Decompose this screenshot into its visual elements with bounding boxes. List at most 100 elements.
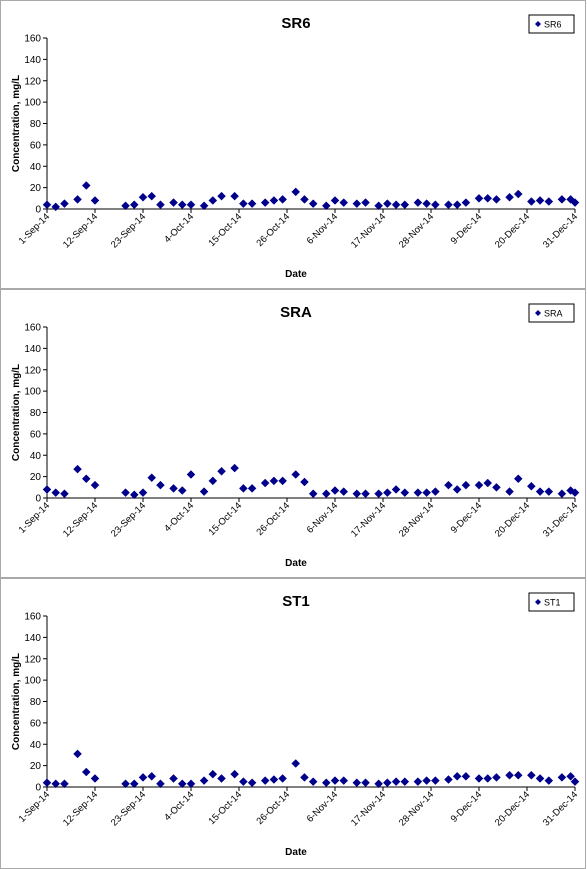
x-tick-label: 15-Oct-14 [206,789,244,827]
y-tick-label: 140 [24,344,41,355]
data-point [60,199,69,209]
data-point [169,484,178,493]
data-point [535,487,545,496]
chart-title: SR6 [281,15,310,32]
y-tick-label: 80 [30,408,42,419]
data-point [483,774,493,783]
data-point [308,199,318,209]
x-tick-label: 20-Dec-14 [493,789,532,828]
data-point [431,200,440,210]
data-point [199,776,209,785]
data-point [121,779,130,789]
y-tick-label: 140 [24,55,41,66]
data-point [90,480,100,490]
data-point [42,485,52,494]
data-point [260,198,270,207]
data-point [260,776,270,785]
data-point [352,778,362,788]
data-point [90,196,100,205]
y-axis-label: Concentration, mg/L [11,364,22,461]
data-point [247,199,257,209]
data-point [361,198,370,207]
data-point [361,489,370,499]
y-tick-label: 40 [30,740,42,751]
data-point [138,773,148,782]
data-point [461,771,471,781]
x-tick-label: 17-Nov-14 [349,500,388,539]
data-point [156,200,165,210]
data-point [383,199,392,209]
data-point [239,777,248,787]
y-tick-label: 100 [24,676,41,687]
data-point [422,488,431,498]
y-axis-label: Concentration, mg/L [11,653,22,750]
data-point [208,769,218,779]
x-axis-label: Date [285,269,307,280]
data-point [535,196,545,205]
x-tick-label: 20-Dec-14 [493,500,532,539]
data-point [566,771,575,781]
data-point [557,489,567,499]
x-tick-label: 9-Dec-14 [449,500,484,535]
data-point [339,487,349,496]
data-point [474,774,484,783]
x-tick-label: 6-Nov-14 [305,500,340,535]
data-point [383,488,392,498]
data-point [361,778,370,788]
y-tick-label: 80 [30,697,42,708]
data-point [186,200,196,210]
data-point [461,198,471,207]
data-point [260,478,270,488]
x-tick-label: 28-Nov-14 [397,500,436,539]
data-point [321,489,331,499]
data-point [42,200,52,210]
chart-panel-sr6: SR6 0 20 40 60 80 100 120 140 160 Concentration, m… [0,0,586,289]
chart-title: ST1 [282,593,310,610]
data-point [330,486,340,495]
data-point [129,200,139,210]
data-point [544,197,554,206]
x-axis-label: Date [285,847,307,858]
data-point [492,773,501,782]
data-point [186,470,196,479]
data-point [400,488,410,498]
y-tick-label: 0 [35,783,41,794]
y-tick-label: 120 [24,365,41,376]
data-point [51,202,61,212]
data-point [121,488,130,498]
data-point [452,771,462,781]
data-point [247,778,257,788]
legend-box [528,592,575,612]
data-point [291,759,301,768]
x-tick-label: 15-Oct-14 [206,500,244,538]
x-tick-label: 4-Oct-14 [162,500,196,534]
data-point [505,770,514,780]
data-point [544,487,554,496]
legend-box [528,303,575,323]
data-point [400,200,410,210]
data-point [513,770,523,780]
data-point [557,195,567,204]
data-point [492,195,501,204]
data-point [208,476,218,486]
data-point [300,773,309,782]
x-tick-label: 31-Dec-14 [541,789,580,828]
x-tick-label: 4-Oct-14 [162,211,196,245]
x-tick-label: 6-Nov-14 [305,789,340,824]
data-point [278,476,287,486]
x-tick-label: 23-Sep-14 [109,211,148,250]
x-tick-label: 31-Dec-14 [541,211,580,250]
x-tick-label: 15-Oct-14 [206,211,244,249]
data-point [90,774,100,783]
y-tick-label: 140 [24,633,41,644]
data-point [278,195,287,204]
data-point [300,477,309,487]
data-point [230,191,239,201]
data-point [199,487,209,496]
y-axis-label: Concentration, mg/L [11,75,22,172]
chart-title: SRA [280,304,312,321]
x-tick-label: 1-Sep-14 [17,789,52,824]
data-point [374,779,383,789]
data-point [570,488,580,498]
legend-marker [535,310,541,316]
